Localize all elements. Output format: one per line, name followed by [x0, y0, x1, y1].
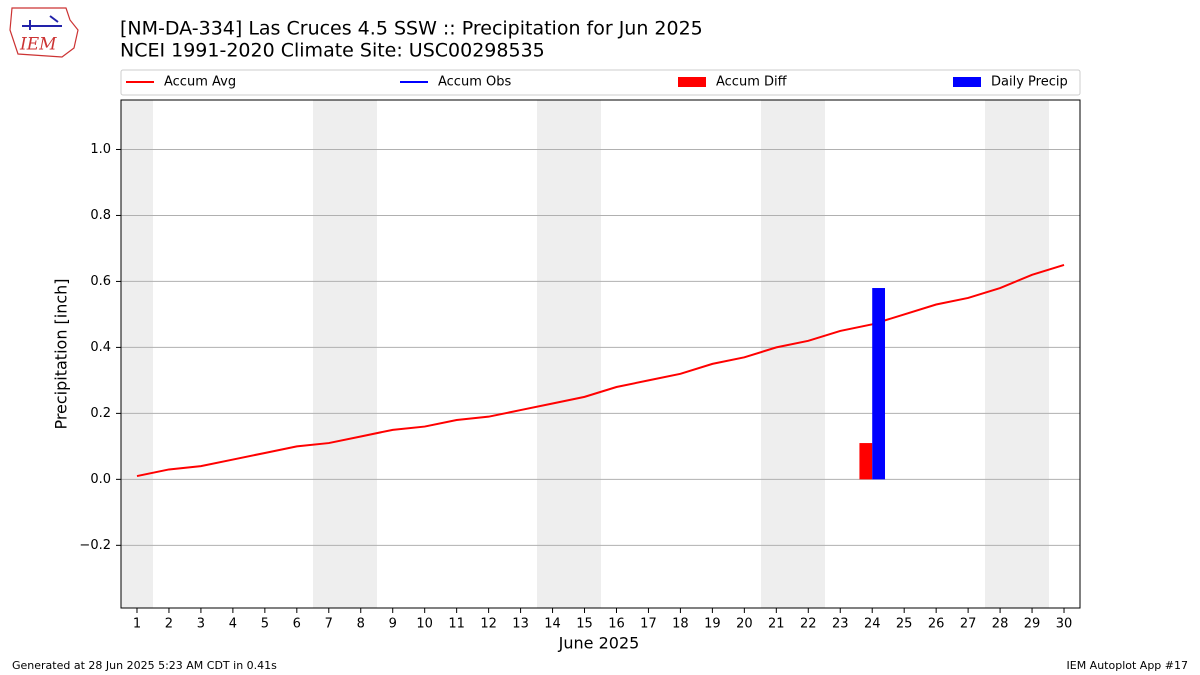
x-tick-label: 14: [544, 617, 561, 632]
x-tick-label: 19: [704, 617, 721, 632]
x-tick-label: 25: [896, 617, 913, 632]
x-axis-label: June 2025: [558, 634, 640, 653]
x-tick-label: 28: [992, 617, 1009, 632]
legend-label: Daily Precip: [991, 75, 1068, 90]
logo: IEM: [9, 7, 79, 58]
x-tick-label: 6: [293, 617, 301, 632]
legend-box: [120, 69, 1081, 96]
y-tick-label: 0.0: [90, 472, 111, 487]
x-tick-label: 13: [512, 617, 529, 632]
logo-text: IEM: [19, 35, 57, 55]
x-tick-label: 22: [800, 617, 817, 632]
y-tick-label: 0.6: [90, 274, 111, 289]
x-tick-label: 18: [672, 617, 689, 632]
bar: [859, 443, 873, 480]
legend-label: Accum Obs: [438, 75, 511, 90]
x-tick-label: 8: [357, 617, 365, 632]
legend-label: Accum Avg: [164, 75, 236, 90]
y-tick-label: −0.2: [79, 538, 111, 553]
x-tick-label: 5: [261, 617, 269, 632]
x-tick-label: 30: [1056, 617, 1073, 632]
y-tick-label: 0.2: [90, 406, 111, 421]
x-tick-label: 1: [133, 617, 141, 632]
y-tick-label: 1.0: [90, 142, 111, 157]
chart-title: [NM-DA-334] Las Cruces 4.5 SSW :: Precip…: [120, 18, 703, 40]
x-tick-label: 7: [325, 617, 333, 632]
chart-subtitle: NCEI 1991-2020 Climate Site: USC00298535: [120, 40, 545, 62]
x-tick-label: 15: [576, 617, 593, 632]
y-tick-label: 0.4: [90, 340, 111, 355]
weekend-shading: [121, 100, 1049, 608]
line: [136, 263, 1065, 478]
legend-label: Accum Diff: [716, 75, 788, 90]
x-tick-label: 9: [389, 617, 397, 632]
x-tick-label: 10: [416, 617, 433, 632]
legend-swatch: [678, 77, 706, 87]
x-tick-label: 21: [768, 617, 785, 632]
plot-frame: [120, 99, 1081, 609]
footer-right: IEM Autoplot App #17: [1067, 659, 1189, 672]
x-tick-label: 17: [640, 617, 657, 632]
x-tick-label: 29: [1024, 617, 1041, 632]
x-tick-label: 16: [608, 617, 625, 632]
y-tick-label: 0.8: [90, 208, 111, 223]
y-axis-label: Precipitation [inch]: [52, 278, 71, 429]
x-tick-label: 23: [832, 617, 849, 632]
x-tick-label: 26: [928, 617, 945, 632]
x-tick-label: 27: [960, 617, 977, 632]
x-tick-label: 3: [197, 617, 205, 632]
x-tick-label: 4: [229, 617, 237, 632]
x-tick-label: 2: [165, 617, 173, 632]
footer-left: Generated at 28 Jun 2025 5:23 AM CDT in …: [12, 659, 277, 672]
x-tick-label: 11: [448, 617, 465, 632]
x-tick-label: 12: [480, 617, 497, 632]
x-tick-label: 20: [736, 617, 753, 632]
legend-swatch: [953, 77, 981, 87]
bar: [872, 288, 886, 480]
x-tick-label: 24: [864, 617, 881, 632]
